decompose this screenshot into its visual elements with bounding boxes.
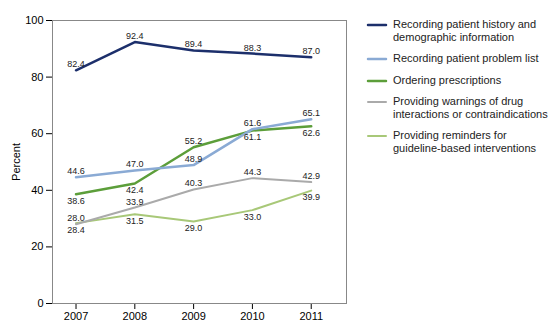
svg-text:60: 60 bbox=[31, 127, 43, 139]
svg-text:33.0: 33.0 bbox=[244, 212, 262, 222]
html-text:Recording patient history and: Recording patient history and demographi… bbox=[393, 18, 537, 44]
svg-text:42.4: 42.4 bbox=[126, 185, 144, 195]
html-text:Ordering prescriptions: Ordering prescriptions bbox=[393, 73, 502, 86]
svg-text:62.6: 62.6 bbox=[302, 128, 320, 138]
svg-text:55.2: 55.2 bbox=[185, 136, 203, 146]
svg-text:2008: 2008 bbox=[123, 310, 147, 322]
svg-text:28.4: 28.4 bbox=[67, 225, 85, 235]
svg-text:42.9: 42.9 bbox=[302, 171, 320, 181]
svg-text:80: 80 bbox=[31, 71, 43, 83]
svg-text:31.5: 31.5 bbox=[126, 216, 144, 226]
svg-text:89.4: 89.4 bbox=[185, 39, 203, 49]
svg-text:87.0: 87.0 bbox=[302, 46, 320, 56]
svg-text:88.3: 88.3 bbox=[244, 43, 262, 53]
svg-text:61.1: 61.1 bbox=[244, 132, 262, 142]
html-text:Recording patient problem list: Recording patient problem list bbox=[393, 52, 539, 65]
svg-text:0: 0 bbox=[37, 297, 43, 309]
svg-text:2010: 2010 bbox=[240, 310, 264, 322]
svg-text:65.1: 65.1 bbox=[302, 108, 320, 118]
svg-text:61.6: 61.6 bbox=[244, 118, 262, 128]
html-text:Providing warnings of drug int: Providing warnings of drug interactions … bbox=[393, 94, 548, 120]
svg-text:47.0: 47.0 bbox=[126, 159, 144, 169]
svg-text:82.4: 82.4 bbox=[67, 59, 85, 69]
svg-text:2011: 2011 bbox=[299, 310, 323, 322]
svg-text:2007: 2007 bbox=[64, 310, 88, 322]
svg-text:48.9: 48.9 bbox=[185, 154, 203, 164]
svg-text:44.3: 44.3 bbox=[244, 167, 262, 177]
svg-text:40.3: 40.3 bbox=[185, 178, 203, 188]
svg-text:92.4: 92.4 bbox=[126, 31, 144, 41]
svg-text:2009: 2009 bbox=[181, 310, 205, 322]
html-text:Providing reminders for guidel: Providing reminders for guideline-based … bbox=[393, 129, 537, 155]
svg-text:20: 20 bbox=[31, 240, 43, 252]
svg-text:28.0: 28.0 bbox=[67, 213, 85, 223]
svg-text:39.9: 39.9 bbox=[302, 192, 320, 202]
svg-text:29.0: 29.0 bbox=[185, 223, 203, 233]
svg-text:33.9: 33.9 bbox=[126, 197, 144, 207]
svg-text:44.6: 44.6 bbox=[67, 166, 85, 176]
svg-text:100: 100 bbox=[25, 14, 43, 26]
svg-text:40: 40 bbox=[31, 184, 43, 196]
svg-text:38.6: 38.6 bbox=[67, 196, 85, 206]
svg-text:Percent: Percent bbox=[10, 143, 22, 181]
